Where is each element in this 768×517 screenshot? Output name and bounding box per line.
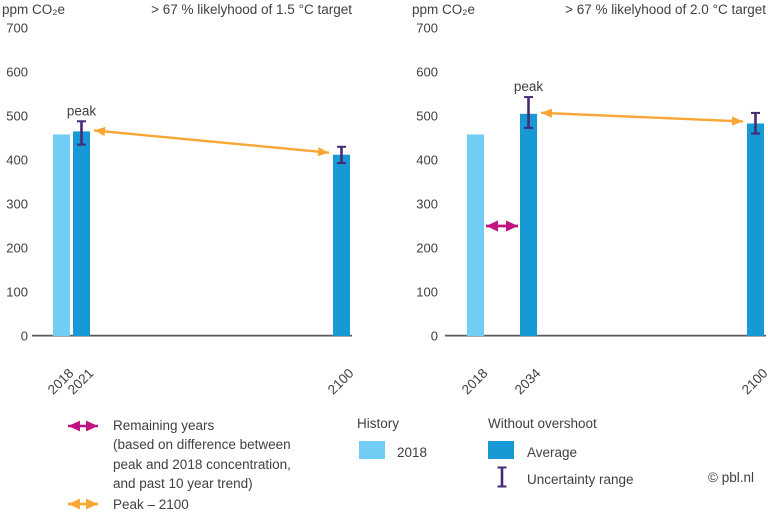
arrow-head [541, 108, 553, 118]
chart-title: > 67 % likelyhood of 2.0 °C target [565, 2, 766, 17]
uncertainty-range-icon [497, 466, 507, 488]
chart-panel-right: ppm CO₂e > 67 % likelyhood of 2.0 °C targ… [412, 2, 768, 397]
x-axis-label: 2018 [459, 366, 491, 398]
remaining-years-arrow-icon [68, 420, 98, 432]
average-swatch [488, 441, 514, 459]
bar-2018 [53, 134, 70, 336]
arrow-line [540, 111, 744, 123]
y-tick-label: 0 [21, 329, 28, 344]
legend-remaining-years-line: (based on difference between [113, 437, 291, 453]
chart-title: > 67 % likelyhood of 1.5 °C target [151, 2, 352, 17]
peak-annotation: peak [67, 103, 97, 118]
legend-remaining-years-line: peak and 2018 concentration, [113, 456, 291, 472]
y-tick-label: 100 [6, 285, 28, 300]
bar-charts: ppm CO₂e > 67 % likelyhood of 1.5 °C targ… [2, 2, 768, 397]
legend-remaining-years-line: Remaining years [113, 418, 215, 433]
arrow-head [94, 126, 106, 137]
arrow-head [731, 116, 743, 126]
arrow-head [317, 147, 329, 157]
y-tick-label: 300 [6, 197, 28, 212]
legend-history-2018-label: 2018 [397, 445, 428, 460]
y-tick-label: 400 [416, 153, 438, 168]
y-tick-label: 500 [6, 109, 28, 124]
arrow-head [486, 220, 498, 232]
history-2018-swatch [359, 441, 385, 459]
x-axis-label: 2100 [325, 366, 357, 398]
y-axis-unit-label: ppm CO₂e [2, 2, 65, 17]
peak-annotation: peak [514, 79, 544, 94]
legend-remaining-years-text: Remaining years (based on difference bet… [113, 416, 291, 494]
y-tick-label: 500 [416, 109, 438, 124]
y-tick-label: 200 [416, 241, 438, 256]
arrow-head [68, 420, 80, 432]
legend-peak-2100-label: Peak – 2100 [113, 497, 189, 512]
x-axis-label: 2100 [739, 366, 768, 398]
y-tick-label: 0 [431, 329, 438, 344]
legend-average-label: Average [527, 445, 578, 460]
y-tick-label: 700 [416, 21, 438, 36]
y-tick-label: 300 [416, 197, 438, 212]
y-tick-label: 400 [6, 153, 28, 168]
arrow-line [93, 129, 330, 154]
legend-remaining-years-line: and past 10 year trend) [113, 476, 253, 492]
arrow-head [86, 498, 98, 510]
chart-panel-left: ppm CO₂e > 67 % likelyhood of 1.5 °C targ… [2, 2, 357, 397]
bar-2018 [467, 134, 484, 336]
x-axis-label: 2034 [512, 365, 544, 397]
peak-2100-arrow-icon [68, 498, 98, 510]
arrow-head [506, 220, 518, 232]
y-tick-label: 200 [6, 241, 28, 256]
legend-uncertainty-range-label: Uncertainty range [527, 472, 634, 487]
arrow-head [68, 498, 80, 510]
y-tick-label: 700 [6, 21, 28, 36]
y-tick-label: 600 [416, 65, 438, 80]
y-tick-label: 100 [416, 285, 438, 300]
bar-2034 [520, 113, 537, 336]
bar-2100 [747, 123, 764, 336]
y-tick-label: 600 [6, 65, 28, 80]
bar-2100 [333, 154, 350, 336]
copyright: © pbl.nl [708, 470, 754, 485]
y-axis-unit-label: ppm CO₂e [412, 2, 475, 17]
legend-without-overshoot-heading: Without overshoot [488, 416, 597, 431]
arrow-head [86, 420, 98, 432]
legend-history-heading: History [357, 416, 400, 431]
bar-2021 [73, 131, 90, 336]
